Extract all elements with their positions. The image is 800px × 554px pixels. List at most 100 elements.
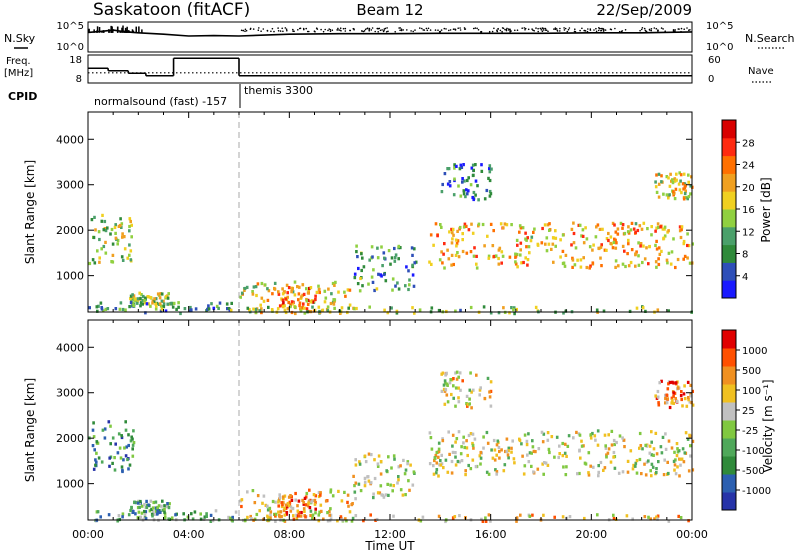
echo-cell	[123, 446, 126, 450]
echo-cell	[130, 235, 133, 239]
echo-cell	[518, 230, 521, 234]
echo-cell	[167, 506, 171, 510]
velocity-colorbar-swatch	[722, 420, 736, 439]
echo-cell	[443, 172, 447, 176]
echo-cell	[683, 191, 687, 196]
echo-cell	[140, 504, 144, 508]
echo-cell	[507, 449, 510, 453]
echo-cell	[455, 164, 458, 168]
echo-cell	[447, 257, 451, 261]
nsearch-dot	[544, 29, 547, 31]
echo-cell	[521, 454, 524, 458]
echo-cell	[463, 445, 466, 450]
echo-cell	[408, 278, 411, 282]
echo-cell	[489, 222, 493, 226]
nsearch-dot	[474, 27, 477, 29]
echo-cell	[673, 450, 676, 454]
echo-cell	[687, 173, 690, 177]
echo-cell	[301, 305, 304, 309]
echo-cell	[629, 228, 633, 232]
echo-cell	[649, 517, 652, 521]
nsearch-dot	[379, 29, 382, 32]
echo-cell	[514, 260, 517, 264]
echo-cell	[147, 295, 151, 299]
echo-cell	[92, 467, 96, 471]
nsearch-dot	[574, 28, 576, 31]
echo-cell	[111, 242, 115, 246]
echo-cell	[120, 225, 123, 229]
echo-cell	[99, 301, 103, 305]
echo-cell	[134, 501, 138, 505]
echo-cell	[465, 446, 469, 450]
echo-cell	[639, 242, 643, 246]
nsearch-dot	[595, 27, 597, 30]
echo-cell	[589, 433, 592, 437]
echo-cell	[468, 388, 472, 392]
echo-cell	[687, 396, 690, 400]
echo-cell	[430, 447, 434, 451]
echo-cell	[571, 256, 574, 260]
echo-cell	[505, 449, 509, 453]
nsearch-dot	[544, 27, 547, 30]
echo-cell	[597, 474, 600, 478]
echo-cell	[267, 289, 271, 293]
echo-cell	[141, 302, 144, 306]
velocity-colorbar-swatch	[722, 474, 736, 493]
echo-cell	[544, 242, 547, 246]
nsearch-dot	[505, 29, 508, 32]
echo-cell	[149, 304, 152, 308]
nsearch-dot	[262, 28, 265, 30]
echo-cell	[301, 498, 304, 502]
echo-cell	[411, 263, 414, 267]
echo-cell	[359, 276, 362, 281]
echo-cell	[594, 235, 598, 239]
echo-cell	[280, 297, 283, 301]
echo-cell	[656, 222, 660, 226]
echo-cell	[579, 456, 582, 460]
echo-cell	[461, 238, 464, 242]
echo-cell	[116, 242, 119, 246]
echo-cell	[572, 221, 575, 225]
echo-cell	[488, 178, 492, 183]
nsearch-dot	[537, 30, 539, 33]
echo-cell	[336, 519, 339, 523]
nsearch-dot	[328, 28, 331, 30]
echo-cell	[376, 462, 380, 466]
echo-cell	[571, 258, 575, 262]
echo-cell	[662, 473, 666, 477]
echo-cell	[364, 460, 368, 464]
echo-cell	[95, 451, 98, 455]
echo-cell	[404, 284, 407, 288]
echo-cell	[576, 258, 579, 262]
echo-cell	[278, 513, 281, 518]
echo-cell	[469, 432, 473, 436]
echo-cell	[246, 490, 249, 494]
echo-cell	[419, 519, 423, 523]
echo-cell	[337, 290, 340, 294]
power-colorbar-tick-label: 4	[742, 272, 748, 283]
echo-cell	[362, 265, 366, 269]
echo-cell	[460, 445, 463, 449]
echo-cell	[140, 293, 143, 297]
echo-cell	[159, 304, 163, 308]
echo-cell	[443, 266, 446, 270]
echo-cell	[471, 195, 474, 200]
echo-cell	[306, 504, 310, 508]
echo-cell	[657, 403, 661, 407]
echo-cell	[475, 254, 478, 258]
echo-cell	[262, 299, 266, 303]
echo-cell	[619, 221, 623, 225]
echo-cell	[482, 446, 485, 450]
echo-cell	[289, 505, 293, 509]
echo-cell	[145, 505, 149, 510]
nsearch-dot	[564, 27, 567, 30]
echo-cell	[462, 225, 466, 229]
echo-cell	[547, 447, 551, 451]
echo-cell	[605, 237, 609, 241]
echo-cell	[673, 179, 677, 183]
nsearch-dot	[600, 29, 602, 32]
echo-cell	[142, 294, 145, 299]
echo-cell	[303, 311, 307, 315]
echo-cell	[445, 371, 448, 375]
nsearch-dot	[457, 27, 460, 30]
